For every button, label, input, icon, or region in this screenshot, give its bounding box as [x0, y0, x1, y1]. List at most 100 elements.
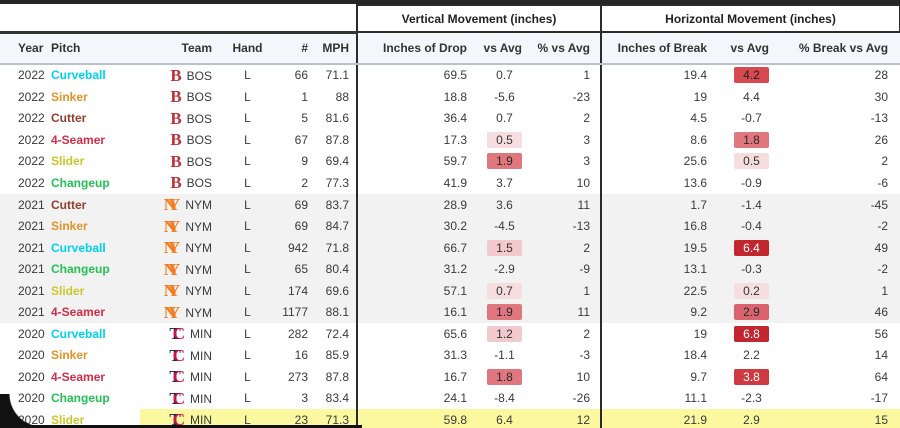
pct-break-vs-avg-cell: 14	[874, 348, 889, 363]
team-logo-icon: NY	[163, 216, 181, 236]
team-abbr: BOS	[186, 176, 212, 191]
break-vs-avg-badge: 1.8	[734, 131, 769, 148]
drop-vs-avg-badge: 1.2	[487, 325, 522, 342]
break-vs-avg-cell: 6.8	[715, 323, 775, 345]
hand-cell: L	[215, 258, 280, 280]
drop-vs-avg-badge: -8.4	[494, 391, 515, 406]
hand-cell: L	[215, 409, 280, 428]
count-cell: 23	[280, 409, 312, 428]
drop-vs-avg-badge: 0.5	[487, 131, 522, 148]
break-vs-avg-cell: -2.3	[715, 388, 775, 410]
drop-vs-avg-cell: 0.7	[475, 279, 528, 302]
drop-pct-vs-avg-cell: 2	[583, 111, 590, 126]
inches-of-drop-cell: 31.3	[356, 344, 475, 367]
count-cell: 66	[294, 68, 308, 83]
table-row: 2020 4-Seamer TC MIN L 273 87.8 16.7 1.8 …	[0, 366, 900, 388]
table-row: 2022 Curveball B BOS L 66 71.1 69.5 0.7 1…	[0, 63, 900, 87]
table-row: 2021 Cutter NY NYM L 69 83.7 28.9 3.6 11 …	[0, 193, 900, 216]
column-header-count[interactable]: #	[280, 30, 312, 65]
hand-cell: L	[244, 111, 251, 126]
mph-cell: 85.9	[325, 348, 349, 363]
column-header-team[interactable]: Team	[140, 30, 215, 65]
column-header-drop-vs-avg[interactable]: vs Avg	[475, 32, 528, 65]
hand-cell: L	[244, 391, 251, 406]
pitch-cell: Cutter	[50, 193, 140, 216]
team-abbr: MIN	[190, 391, 212, 406]
team-abbr: MIN	[190, 413, 212, 428]
count-cell: 69	[280, 193, 312, 216]
table-row: 2021 Sinker NY NYM L 69 84.7 30.2 -4.5 -1…	[0, 215, 900, 237]
drop-vs-avg-badge: 6.4	[496, 413, 513, 428]
team-abbr: NYM	[185, 284, 212, 299]
drop-pct-vs-avg-cell: 2	[583, 326, 590, 341]
drop-vs-avg-cell: -4.5	[475, 215, 528, 237]
team-cell: B BOS	[140, 172, 215, 194]
year-cell: 2022	[18, 132, 45, 147]
drop-vs-avg-badge: 0.7	[496, 111, 513, 126]
pitch-cell: 4-Seamer	[50, 301, 140, 324]
column-header-drop-pct-vs-avg[interactable]: % vs Avg	[528, 32, 601, 65]
count-cell: 5	[301, 111, 308, 126]
break-vs-avg-cell: 4.4	[715, 86, 775, 108]
drop-vs-avg-cell: 3.6	[475, 193, 528, 216]
drop-vs-avg-cell: 1.9	[475, 301, 528, 324]
inches-of-break-cell: 8.6	[600, 129, 715, 151]
pct-break-vs-avg-cell: 15	[775, 409, 900, 428]
hand-cell: L	[244, 68, 251, 83]
mph-cell: 77.3	[325, 176, 349, 190]
screen-rounded-corner	[0, 394, 42, 428]
drop-pct-vs-avg-cell: -9	[528, 258, 601, 280]
team-logo-icon: B	[170, 151, 182, 171]
pitch-cell: Curveball	[51, 326, 106, 341]
inches-of-break-cell: 4.5	[600, 107, 715, 130]
team-logo-icon: TC	[169, 324, 185, 344]
break-vs-avg-cell: 2.9	[715, 301, 775, 324]
drop-vs-avg-badge: 1.5	[487, 239, 522, 256]
table-row: 2022 4-Seamer B BOS L 67 87.8 17.3 0.5 3 …	[0, 129, 900, 151]
mph-cell: 83.4	[325, 391, 349, 406]
mph-cell: 69.4	[325, 154, 349, 169]
drop-vs-avg-badge: 3.6	[496, 197, 513, 212]
count-cell: 1	[301, 89, 308, 104]
break-vs-avg-cell: -0.4	[715, 215, 775, 237]
column-header-year[interactable]: Year	[0, 30, 50, 65]
pitch-cell: Changeup	[50, 258, 140, 280]
column-header-hand[interactable]: Hand	[215, 30, 280, 65]
break-vs-avg-badge: -0.7	[741, 111, 762, 126]
break-vs-avg-cell: -0.3	[715, 258, 775, 280]
inches-of-drop-cell: 66.7	[356, 236, 475, 259]
mph-cell: 88	[335, 89, 349, 104]
pitch-cell: Curveball	[50, 236, 140, 259]
team-cell: NY NYM	[140, 215, 215, 237]
drop-vs-avg-badge: -4.5	[494, 219, 515, 234]
column-header-mph[interactable]: MPH	[312, 30, 357, 65]
drop-vs-avg-cell: 1.2	[475, 323, 528, 345]
team-cell: TC MIN	[140, 345, 215, 367]
drop-pct-vs-avg-cell: 11	[528, 193, 601, 216]
team-abbr: NYM	[185, 219, 212, 234]
inches-of-break-cell: 19	[600, 86, 715, 108]
column-header-inches-of-drop[interactable]: Inches of Drop	[356, 32, 475, 65]
drop-vs-avg-badge: 1.9	[487, 153, 522, 170]
column-header-inches-of-break[interactable]: Inches of Break	[600, 32, 715, 65]
inches-of-break-cell: 16.8	[600, 215, 715, 237]
drop-pct-vs-avg-cell: -13	[528, 215, 601, 237]
column-header-pitch[interactable]: Pitch	[50, 30, 140, 65]
count-cell: 1177	[280, 301, 312, 324]
team-logo-icon: TC	[169, 410, 185, 428]
team-logo-icon: B	[170, 130, 182, 150]
pitch-cell: 4-Seamer	[51, 369, 106, 384]
pitch-cell: Changeup	[51, 176, 110, 190]
team-abbr: NYM	[185, 305, 212, 320]
pct-break-vs-avg-cell: -2	[775, 258, 900, 280]
mph-cell: 81.6	[325, 111, 349, 126]
column-header-break-vs-avg[interactable]: vs Avg	[715, 32, 775, 65]
pct-break-vs-avg-cell: 1	[775, 279, 900, 302]
team-logo-icon: NY	[163, 194, 181, 214]
column-header-pct-break-vs-avg[interactable]: % Break vs Avg	[775, 32, 900, 65]
pitch-cell: Sinker	[51, 348, 88, 363]
team-cell: TC MIN	[140, 323, 215, 345]
group-header-row: Vertical Movement (inches) Horizontal Mo…	[0, 4, 900, 33]
year-cell: 2021	[0, 279, 50, 302]
